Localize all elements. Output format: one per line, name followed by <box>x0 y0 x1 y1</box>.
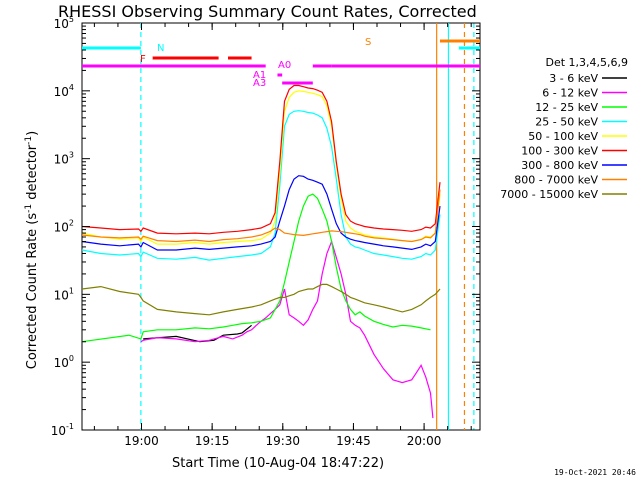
series-layer <box>81 84 441 419</box>
legend-label: 7000 - 15000 keV <box>500 188 598 201</box>
legend-label: 100 - 300 keV <box>521 145 598 158</box>
y-tick-label: 101 <box>54 286 74 302</box>
series-line <box>81 90 441 245</box>
legend-label: 800 - 7000 keV <box>514 174 598 187</box>
y-tick-label: 102 <box>54 219 74 235</box>
y-axis-label-sup1: -1 <box>24 204 34 213</box>
x-tick-label: 19:45 <box>336 434 371 448</box>
y-axis-label-close: ) <box>25 131 40 136</box>
plot-border <box>81 22 481 431</box>
plot-frame <box>81 22 481 431</box>
series-line <box>81 189 441 243</box>
axes: 19:00 19:15 19:30 19:45 20:00 10-1 100 101 102 10… <box>51 15 480 448</box>
legend-label: 25 - 50 keV <box>535 116 598 129</box>
status-bar-label: N <box>157 43 164 54</box>
y-axis-label-sup2: -1 <box>24 136 34 145</box>
legend-label: 3 - 6 keV <box>549 72 598 85</box>
status-bar-label: A1 <box>253 70 266 81</box>
status-bar-label: A3 <box>253 78 266 89</box>
status-bar-label: A0 <box>278 60 291 71</box>
y-tick-label: 104 <box>54 83 74 99</box>
x-tick-label: 19:30 <box>265 434 300 448</box>
y-tick-label: 105 <box>54 15 74 31</box>
series-line <box>81 193 431 343</box>
y-axis-label: Corrected Count Rate (s-1 detector-1) <box>24 131 40 369</box>
y-axis-label-mid: detector <box>25 144 40 204</box>
legend-label: 300 - 800 keV <box>521 159 598 172</box>
x-tick-label: 20:00 <box>407 434 442 448</box>
y-tick-label: 100 <box>54 354 74 370</box>
series-line <box>140 239 434 419</box>
x-axis-label: Start Time (10-Aug-04 18:47:22) <box>172 456 384 471</box>
series-line <box>81 84 441 235</box>
footer-date: 19-Oct-2021 20:46 <box>554 468 636 477</box>
status-bar-label: S <box>365 37 371 48</box>
legend-label: 50 - 100 keV <box>528 130 598 143</box>
series-line <box>81 175 441 251</box>
y-tick-label: 10-1 <box>51 422 74 438</box>
legend-label: 12 - 25 keV <box>535 101 598 114</box>
x-tick-label: 19:15 <box>195 434 230 448</box>
status-bar-label: F <box>140 54 146 65</box>
y-axis-label-text: Corrected Count Rate (s <box>25 213 40 370</box>
chart-title: RHESSI Observing Summary Count Rates, Co… <box>58 2 477 21</box>
series-line <box>81 283 441 316</box>
y-tick-label: 103 <box>54 151 74 167</box>
x-tick-label: 19:00 <box>124 434 159 448</box>
legend-header: Det 1,3,4,5,6,9 <box>545 56 628 69</box>
series-line <box>81 110 441 261</box>
legend-label: 6 - 12 keV <box>542 87 598 100</box>
